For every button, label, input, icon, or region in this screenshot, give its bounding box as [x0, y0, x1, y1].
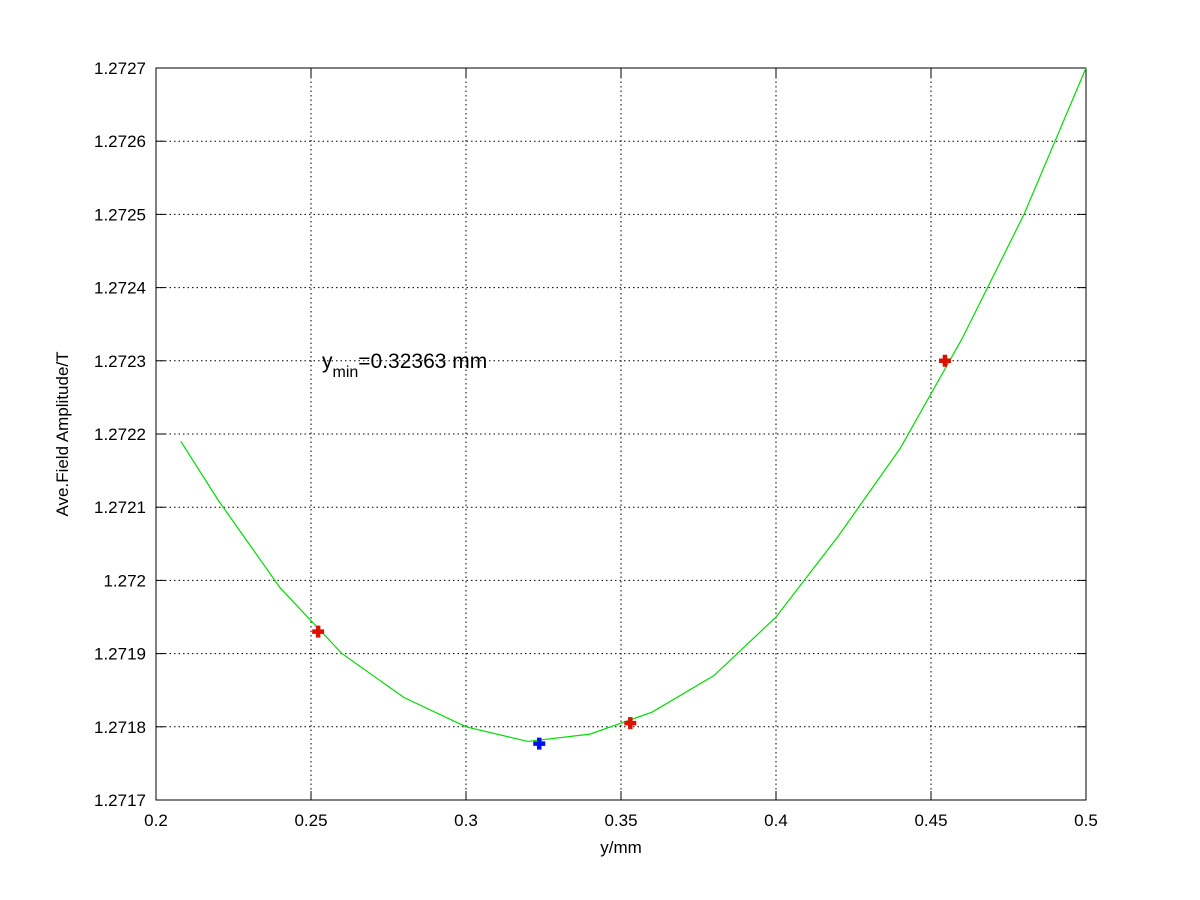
y-tick-label: 1.2725: [94, 205, 146, 224]
annotation-sub: min: [333, 364, 359, 381]
data-marker: [938, 354, 951, 367]
y-axis-label: Ave.Field Amplitude/T: [53, 351, 72, 516]
data-marker: [624, 717, 637, 730]
x-tick-label: 0.25: [294, 811, 327, 830]
y-tick-label: 1.2726: [94, 132, 146, 151]
y-tick-label: 1.2724: [94, 279, 146, 298]
x-axis-label: y/mm: [600, 838, 642, 857]
y-tick-label: 1.2719: [94, 645, 146, 664]
y-tick-label: 1.2723: [94, 352, 146, 371]
x-tick-label: 0.4: [764, 811, 788, 830]
x-tick-label: 0.35: [604, 811, 637, 830]
x-tick-label: 0.3: [454, 811, 478, 830]
x-tick-label: 0.45: [914, 811, 947, 830]
fit-curve: [180, 67, 1087, 743]
plot-frame: [155, 67, 1087, 801]
annotation-rest: =0.32363 mm: [358, 350, 487, 373]
y-tick-label: 1.272: [103, 571, 146, 590]
y-tick-label: 1.2717: [94, 791, 146, 810]
x-tick-label: 0.2: [144, 811, 168, 830]
data-marker: [533, 737, 546, 750]
y-tick-label: 1.2727: [94, 59, 146, 78]
data-marker: [312, 625, 325, 638]
y-tick-label: 1.2718: [94, 718, 146, 737]
x-tick-label: 0.5: [1074, 811, 1098, 830]
y-tick-label: 1.2722: [94, 425, 146, 444]
y-tick-label: 1.2721: [94, 498, 146, 517]
annotation-base: y: [322, 350, 333, 373]
annotation: ymin=0.32363 mm: [322, 350, 487, 381]
